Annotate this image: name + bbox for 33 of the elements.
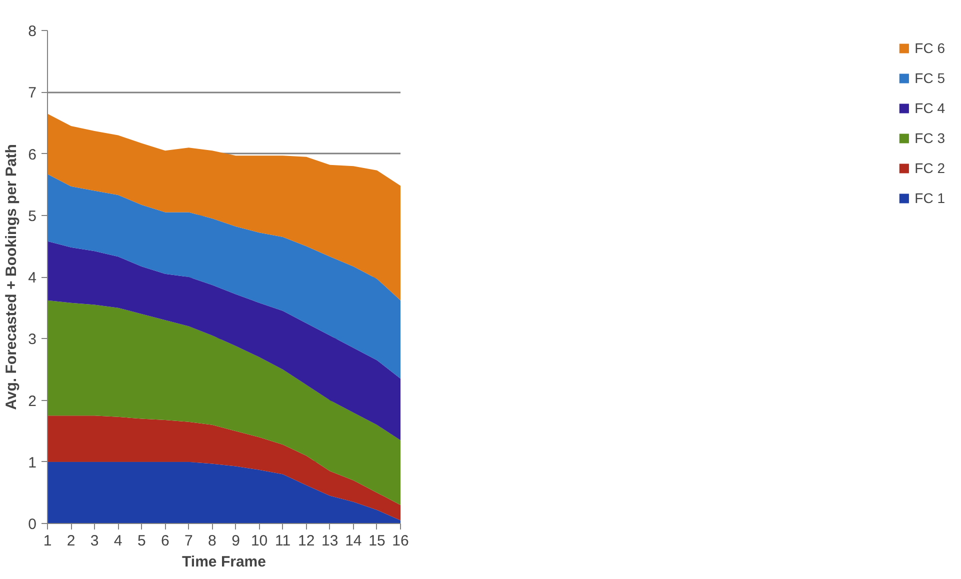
y-tick-label: 2 <box>28 392 36 410</box>
x-tick-label: 12 <box>298 532 315 550</box>
x-tick-label: 9 <box>232 532 240 550</box>
y-tick-label: 6 <box>28 146 36 164</box>
legend-label: FC 1 <box>914 190 945 206</box>
y-tick-label: 4 <box>28 270 36 286</box>
x-tick-label: 5 <box>137 532 146 550</box>
x-tick-label: 4 <box>114 532 122 550</box>
x-tick-label: 16 <box>392 532 409 550</box>
x-tick-label: 14 <box>345 532 362 550</box>
y-tick-label: 8 <box>28 23 36 40</box>
x-axis-title: Time Frame <box>182 554 266 570</box>
y-tick-label: 7 <box>28 84 36 102</box>
x-tick-label: 10 <box>250 532 268 550</box>
y-tick-label: 5 <box>28 208 36 225</box>
y-tick-label: 1 <box>28 454 36 472</box>
x-tick-label: 2 <box>66 532 76 550</box>
x-tick-label: 15 <box>368 532 386 550</box>
x-tick-label: 6 <box>160 532 170 550</box>
x-tick-label: 1 <box>43 532 52 550</box>
x-tick-label: 7 <box>184 532 193 550</box>
legend-label: FC 3 <box>914 130 945 146</box>
legend-label: FC 6 <box>914 40 945 56</box>
y-tick-label: 3 <box>28 331 36 348</box>
x-tick-label: 3 <box>90 532 99 550</box>
legend-label: FC 4 <box>914 100 945 116</box>
x-tick-label: 8 <box>208 532 216 550</box>
y-tick-label: 0 <box>28 516 36 533</box>
x-tick-label: 13 <box>322 532 338 550</box>
legend-label: FC 5 <box>914 70 945 86</box>
x-tick-label: 11 <box>275 532 291 550</box>
legend-label: FC 2 <box>914 160 945 176</box>
y-axis-title: Avg. Forecasted + Bookings per Path <box>3 144 20 410</box>
